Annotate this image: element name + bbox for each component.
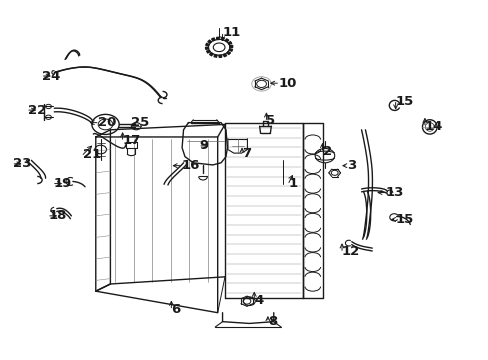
Text: 8: 8	[267, 315, 277, 328]
Text: 22: 22	[27, 104, 46, 117]
Polygon shape	[226, 52, 230, 54]
Polygon shape	[228, 49, 232, 51]
Polygon shape	[223, 54, 226, 57]
Text: 13: 13	[385, 186, 404, 199]
Text: 6: 6	[171, 303, 180, 316]
Text: 10: 10	[278, 77, 296, 90]
Polygon shape	[206, 50, 210, 53]
Polygon shape	[207, 40, 211, 43]
Text: 15: 15	[395, 95, 413, 108]
Polygon shape	[205, 47, 208, 49]
Polygon shape	[213, 55, 217, 57]
Text: 15: 15	[395, 213, 413, 226]
Text: 1: 1	[288, 177, 297, 190]
Text: 21: 21	[82, 148, 101, 161]
Polygon shape	[229, 45, 232, 47]
Polygon shape	[221, 37, 224, 40]
Text: 18: 18	[48, 210, 67, 222]
Polygon shape	[224, 39, 228, 42]
Polygon shape	[205, 44, 209, 46]
Text: 5: 5	[266, 114, 275, 127]
Text: 12: 12	[341, 245, 360, 258]
Text: 9: 9	[199, 139, 208, 152]
Text: 2: 2	[322, 145, 331, 158]
Text: 19: 19	[53, 177, 71, 190]
Polygon shape	[216, 37, 219, 40]
Text: 17: 17	[122, 134, 141, 147]
Text: 16: 16	[181, 159, 199, 172]
Text: 4: 4	[254, 294, 263, 307]
Text: 11: 11	[222, 27, 240, 40]
Polygon shape	[219, 55, 222, 57]
Text: 20: 20	[98, 116, 116, 129]
Polygon shape	[211, 38, 215, 41]
Text: 14: 14	[424, 120, 443, 133]
Text: 24: 24	[42, 69, 61, 82]
Text: 7: 7	[242, 147, 251, 159]
Polygon shape	[209, 53, 213, 56]
Text: 3: 3	[346, 159, 355, 172]
Polygon shape	[227, 42, 231, 44]
Text: 25: 25	[131, 116, 149, 129]
Text: 23: 23	[13, 157, 31, 170]
